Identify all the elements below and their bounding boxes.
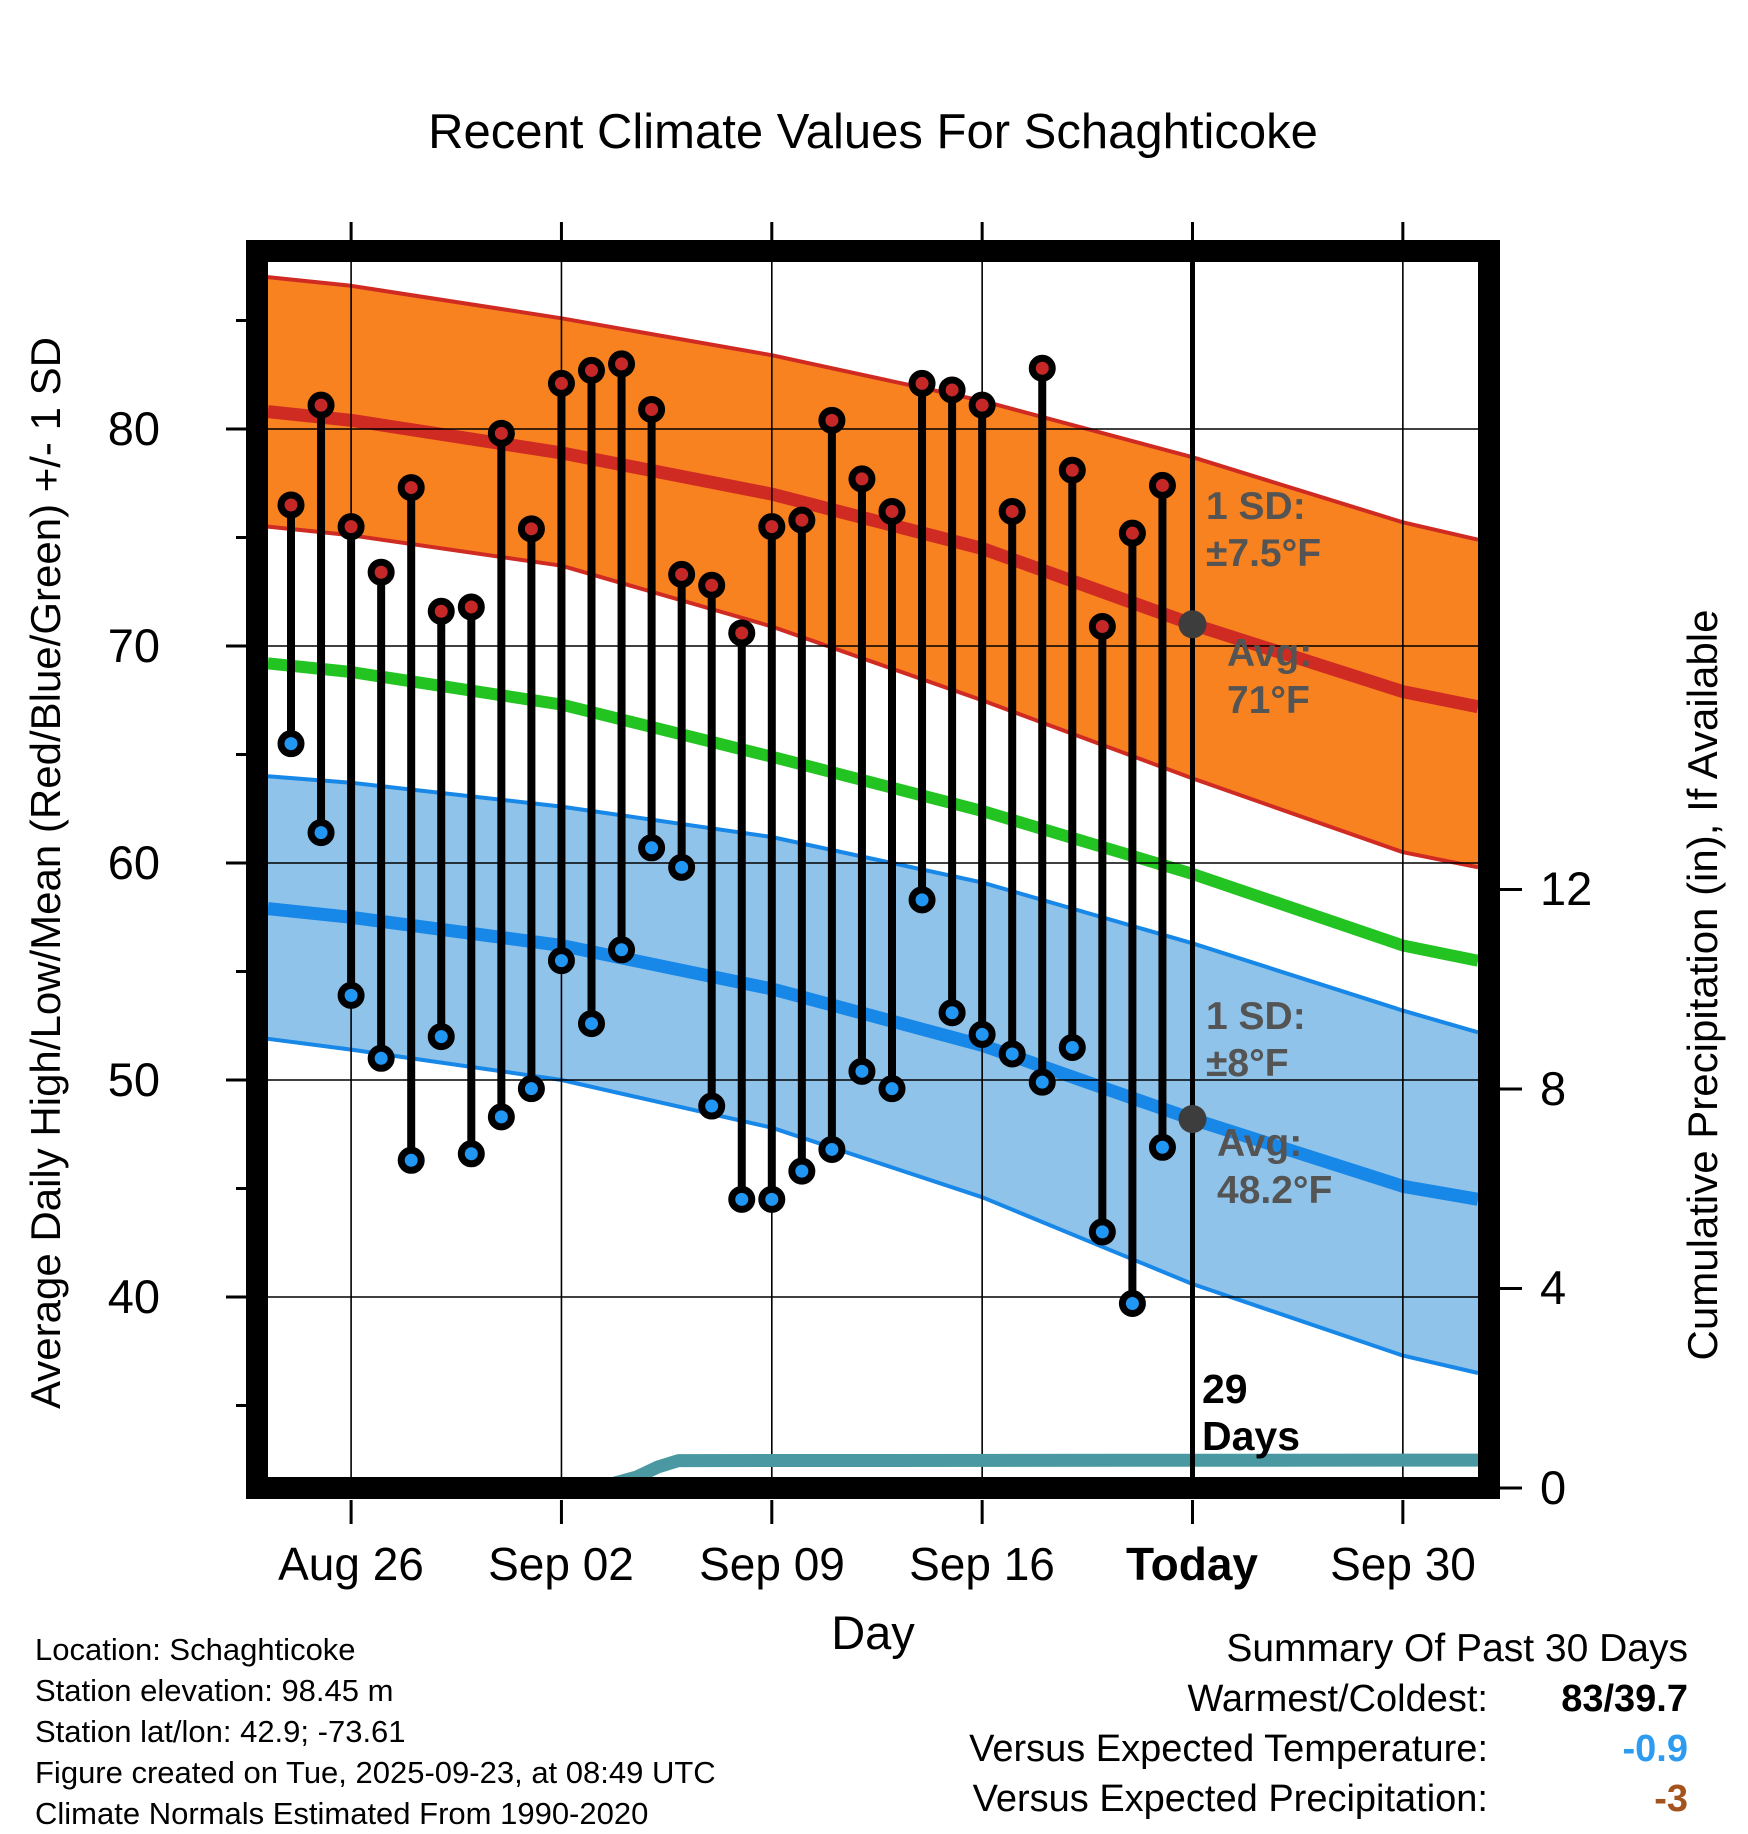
right-tick-12: 12 xyxy=(1540,862,1593,915)
x-tick-today: Today xyxy=(1125,1538,1259,1590)
summary-value: -0.9 xyxy=(1622,1728,1688,1770)
left-tick-70: 70 xyxy=(107,619,160,672)
x-tick-sep09: Sep 09 xyxy=(699,1538,845,1590)
left-tick-40: 40 xyxy=(107,1270,160,1323)
right-tick-4: 4 xyxy=(1540,1261,1567,1314)
annotation-high-sd-line2: ±7.5°F xyxy=(1206,532,1322,575)
x-tick-sep30: Sep 30 xyxy=(1330,1538,1476,1590)
annotation-low-sd-line2: ±8°F xyxy=(1206,1042,1289,1085)
annotation-high-avg-line2: 71°F xyxy=(1227,679,1310,722)
x-tick-aug26: Aug 26 xyxy=(278,1538,424,1590)
summary-label: Warmest/Coldest: xyxy=(1187,1678,1488,1720)
station-location: Location: Schaghticoke xyxy=(35,1632,356,1667)
chart-title: Recent Climate Values For Schaghticoke xyxy=(428,105,1318,159)
climate-normals-note: Climate Normals Estimated From 1990-2020 xyxy=(35,1796,649,1831)
annotation-days-count-line2: Days xyxy=(1202,1413,1301,1459)
summary-title: Summary Of Past 30 Days xyxy=(1226,1627,1688,1670)
annotation-high-avg: Avg: 71°F xyxy=(1227,630,1312,724)
station-elevation: Station elevation: 98.45 m xyxy=(35,1673,394,1708)
right-tick-0: 0 xyxy=(1540,1461,1567,1514)
annotation-low-avg-line1: Avg: xyxy=(1217,1122,1303,1165)
right-axis-title: Cumulative Precipitation (in), If Availa… xyxy=(1679,609,1726,1361)
summary-label: Versus Expected Precipitation: xyxy=(972,1778,1488,1820)
left-tick-50: 50 xyxy=(107,1053,160,1106)
summary-label: Versus Expected Temperature: xyxy=(969,1728,1488,1770)
annotation-high-avg-line1: Avg: xyxy=(1227,632,1313,675)
annotation-high-sd-line1: 1 SD: xyxy=(1206,485,1306,528)
x-tick-sep02: Sep 02 xyxy=(488,1538,634,1590)
left-tick-80: 80 xyxy=(107,402,160,455)
annotation-low-avg-line2: 48.2°F xyxy=(1217,1169,1333,1212)
summary-past-30-days: Summary Of Past 30 Days Warmest/Coldest:… xyxy=(969,1624,1688,1824)
summary-row-vs-precipitation: Versus Expected Precipitation: -3 xyxy=(969,1774,1688,1824)
annotation-low-sd-line1: 1 SD: xyxy=(1206,995,1306,1038)
annotation-days-count-line1: 29 xyxy=(1202,1366,1248,1412)
left-tick-60: 60 xyxy=(107,836,160,889)
x-tick-sep16: Sep 16 xyxy=(909,1538,1055,1590)
station-latlon: Station lat/lon: 42.9; -73.61 xyxy=(35,1714,406,1749)
figure-created: Figure created on Tue, 2025-09-23, at 08… xyxy=(35,1755,716,1790)
summary-value: -3 xyxy=(1654,1778,1688,1820)
annotation-low-sd: 1 SD: ±8°F xyxy=(1206,993,1306,1087)
station-info: Location: Schaghticoke Station elevation… xyxy=(35,1629,716,1834)
summary-value: 83/39.7 xyxy=(1561,1678,1688,1720)
annotation-high-sd: 1 SD: ±7.5°F xyxy=(1206,483,1321,577)
annotation-low-avg: Avg: 48.2°F xyxy=(1217,1120,1332,1214)
annotation-days-count: 29 Days xyxy=(1202,1366,1300,1460)
summary-row-vs-temperature: Versus Expected Temperature: -0.9 xyxy=(969,1724,1688,1774)
right-tick-8: 8 xyxy=(1540,1062,1567,1115)
x-axis-title: Day xyxy=(831,1606,915,1659)
summary-row-warmest-coldest: Warmest/Coldest: 83/39.7 xyxy=(969,1674,1688,1724)
